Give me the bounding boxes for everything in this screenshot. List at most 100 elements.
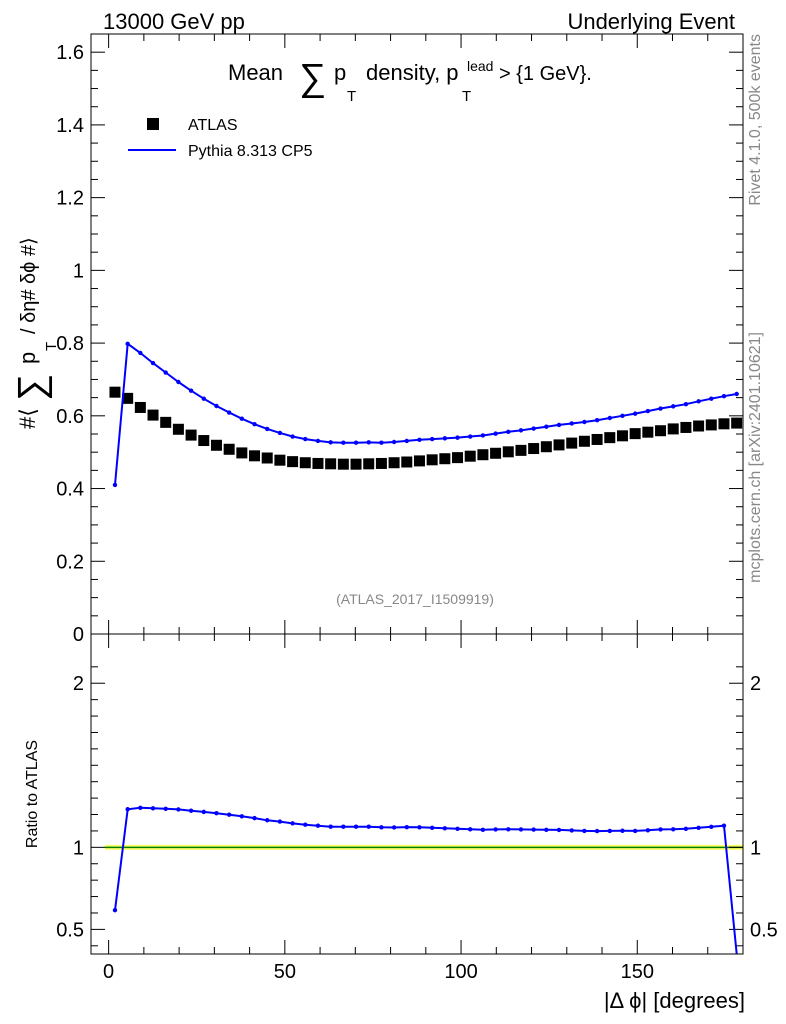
pythia-point [366,440,371,445]
x-axis-label: |Δ ϕ| [degrees] [604,988,745,1013]
atlas-data-point [147,409,159,421]
pythia-point [379,440,384,445]
atlas-data-point [426,454,438,466]
pythia-point [214,403,219,409]
pythia-point [556,422,562,428]
ratio-series-line [114,806,738,955]
pythia-point [201,396,206,401]
main-y-tick-label: 1.6 [56,42,84,64]
title-density: density, p [366,60,459,85]
pythia-point [518,428,524,433]
ratio-point [645,828,651,833]
pythia-point [455,435,460,440]
pythia-point [163,370,168,375]
atlas-data-point [172,423,184,435]
atlas-data-point [388,457,400,469]
ratio-point [658,827,663,832]
main-y-tick-label: 1 [73,260,84,282]
atlas-data-point [553,439,565,451]
rivet-label: Rivet 4.1.0, 500k events [747,34,764,206]
atlas-data-point [325,458,337,470]
ratio-point [620,828,625,833]
header-right: Underlying Event [567,9,735,34]
ratio-data-marks [112,805,738,955]
pythia-point [442,436,448,441]
ratio-ylabel: Ratio to ATLAS [24,740,41,848]
pythia-point [582,419,587,425]
atlas-data-point [299,457,311,469]
ratio-point [176,807,181,812]
pythia-point [252,421,257,427]
x-tick-label: 0 [103,961,114,983]
ratio-point [226,812,232,817]
title-cut: > {1 GeV}. [499,63,592,85]
pythia-point [569,421,574,426]
x-tick-label: 150 [621,961,654,983]
main-panel: 0 0.2 0.4 0.6 0.8 1 1.2 1.4 1.6 Mean ∑ p T densi… [11,33,744,646]
ratio-point [480,827,486,832]
pythia-point [417,437,422,443]
pythia-point [429,436,435,442]
atlas-data-point [566,437,578,449]
atlas-data-point [274,454,286,466]
atlas-data-point [731,417,743,429]
ratio-point [341,824,346,829]
main-title: Mean ∑ p T density, p lead T > {1 GeV}. [228,57,592,105]
pythia-point [544,424,549,429]
ratio-point [252,815,257,821]
pythia-point [277,430,283,436]
ratio-point [671,827,676,832]
main-y-tick-label: 0.4 [56,479,84,501]
ratio-point [455,826,460,831]
ratio-point [391,825,397,830]
ratio-point [163,806,168,811]
pythia-point [493,431,498,436]
ratio-y-tick-label-right: 0.5 [750,919,778,941]
atlas-data-point [122,392,134,404]
title-pt-subscript: T [462,88,471,105]
atlas-data-point [680,421,692,433]
ratio-point [518,827,524,832]
pythia-point [683,401,689,407]
ratio-point [265,818,270,823]
atlas-data-point [502,446,514,458]
ratio-point [632,828,638,834]
ratio-point [417,825,422,830]
ratio-reference-band [105,844,743,850]
ratio-point [696,825,701,831]
pythia-series-line [114,341,737,485]
main-y-tick-label: 1.4 [56,115,84,137]
ratio-point [544,827,549,832]
atlas-data-point [160,416,172,428]
pythia-point [290,434,295,439]
ratio-point [709,824,714,830]
ratio-point [112,907,118,913]
title-lead-superscript: lead [467,58,493,74]
pythia-point [620,413,625,419]
ratio-point [138,805,143,810]
ratio-point [239,814,245,819]
ratio-point [607,828,612,834]
pythia-point [226,410,232,415]
mcplots-label: mcplots.cern.ch [arXiv:2401.10621] [747,332,764,583]
pythia-point [696,399,701,404]
atlas-data-point [312,457,324,469]
ratio-point [328,824,333,829]
ratio-point [201,809,206,815]
pythia-point [265,426,270,432]
ylabel-p: p [15,352,40,364]
atlas-data-point [210,439,222,451]
pythia-point [709,396,714,401]
legend-atlas-label: ATLAS [188,117,238,134]
ratio-point [468,827,473,832]
ratio-point [721,823,727,828]
legend-atlas-marker [147,118,159,130]
x-tick-label: 50 [274,961,296,983]
header-left: 13000 GeV pp [103,9,245,34]
pythia-point [239,416,245,421]
pythia-point [176,379,181,385]
pythia-point [353,440,359,445]
ylabel-subscript: T [43,342,60,351]
ratio-point [404,824,409,830]
ratio-point [429,825,435,831]
